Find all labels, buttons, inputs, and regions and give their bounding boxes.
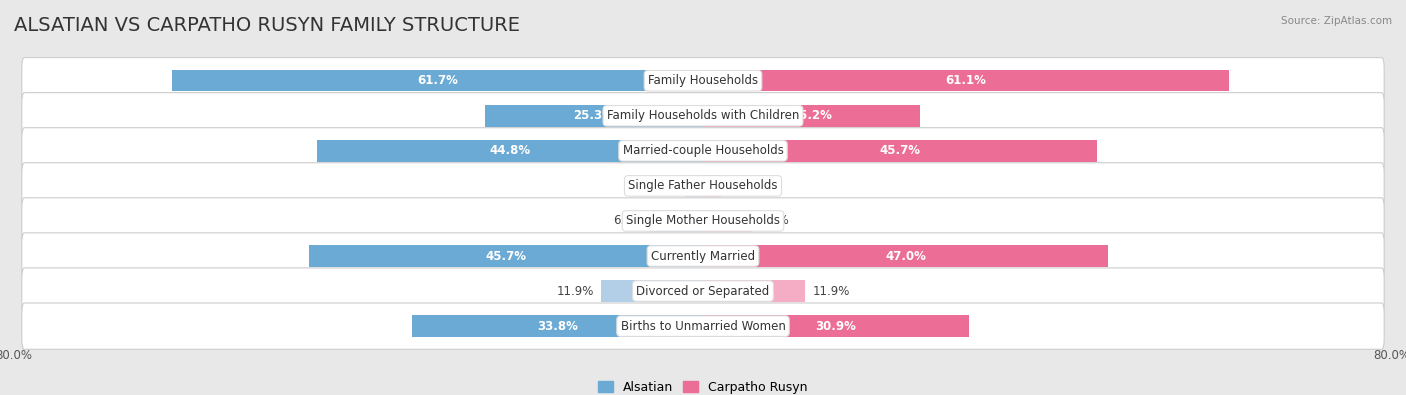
Bar — [703, 140, 1097, 162]
Text: Divorced or Separated: Divorced or Separated — [637, 284, 769, 297]
Bar — [172, 70, 703, 92]
Legend: Alsatian, Carpatho Rusyn: Alsatian, Carpatho Rusyn — [593, 376, 813, 395]
Text: 6.2%: 6.2% — [613, 214, 643, 228]
Text: Single Mother Households: Single Mother Households — [626, 214, 780, 228]
Bar — [703, 315, 969, 337]
Text: 25.3%: 25.3% — [574, 109, 614, 122]
Bar — [600, 280, 703, 302]
Text: 47.0%: 47.0% — [884, 250, 925, 263]
Text: 61.7%: 61.7% — [418, 74, 458, 87]
Bar — [703, 245, 1108, 267]
Bar — [703, 175, 721, 197]
Text: Single Father Households: Single Father Households — [628, 179, 778, 192]
Text: 2.1%: 2.1% — [648, 179, 678, 192]
Text: 2.1%: 2.1% — [728, 179, 758, 192]
Bar — [485, 105, 703, 126]
FancyBboxPatch shape — [22, 233, 1384, 279]
Bar — [318, 140, 703, 162]
Text: Currently Married: Currently Married — [651, 250, 755, 263]
FancyBboxPatch shape — [22, 303, 1384, 349]
Bar — [309, 245, 703, 267]
Bar — [703, 105, 920, 126]
Text: Family Households: Family Households — [648, 74, 758, 87]
Text: 44.8%: 44.8% — [489, 144, 530, 157]
Text: Births to Unmarried Women: Births to Unmarried Women — [620, 320, 786, 333]
FancyBboxPatch shape — [22, 128, 1384, 174]
Bar — [703, 70, 1229, 92]
Bar — [412, 315, 703, 337]
Text: Family Households with Children: Family Households with Children — [607, 109, 799, 122]
Text: Married-couple Households: Married-couple Households — [623, 144, 783, 157]
Text: 30.9%: 30.9% — [815, 320, 856, 333]
FancyBboxPatch shape — [22, 58, 1384, 104]
Text: 11.9%: 11.9% — [813, 284, 849, 297]
FancyBboxPatch shape — [22, 163, 1384, 209]
Bar — [703, 210, 752, 232]
Text: 5.7%: 5.7% — [759, 214, 789, 228]
Text: ALSATIAN VS CARPATHO RUSYN FAMILY STRUCTURE: ALSATIAN VS CARPATHO RUSYN FAMILY STRUCT… — [14, 16, 520, 35]
Bar — [650, 210, 703, 232]
Text: 33.8%: 33.8% — [537, 320, 578, 333]
Text: 45.7%: 45.7% — [879, 144, 921, 157]
Text: 45.7%: 45.7% — [485, 250, 527, 263]
Text: 11.9%: 11.9% — [557, 284, 593, 297]
Text: Source: ZipAtlas.com: Source: ZipAtlas.com — [1281, 16, 1392, 26]
FancyBboxPatch shape — [22, 268, 1384, 314]
Text: 25.2%: 25.2% — [792, 109, 832, 122]
Text: 61.1%: 61.1% — [946, 74, 987, 87]
Bar — [703, 280, 806, 302]
FancyBboxPatch shape — [22, 198, 1384, 244]
Bar — [685, 175, 703, 197]
FancyBboxPatch shape — [22, 93, 1384, 139]
